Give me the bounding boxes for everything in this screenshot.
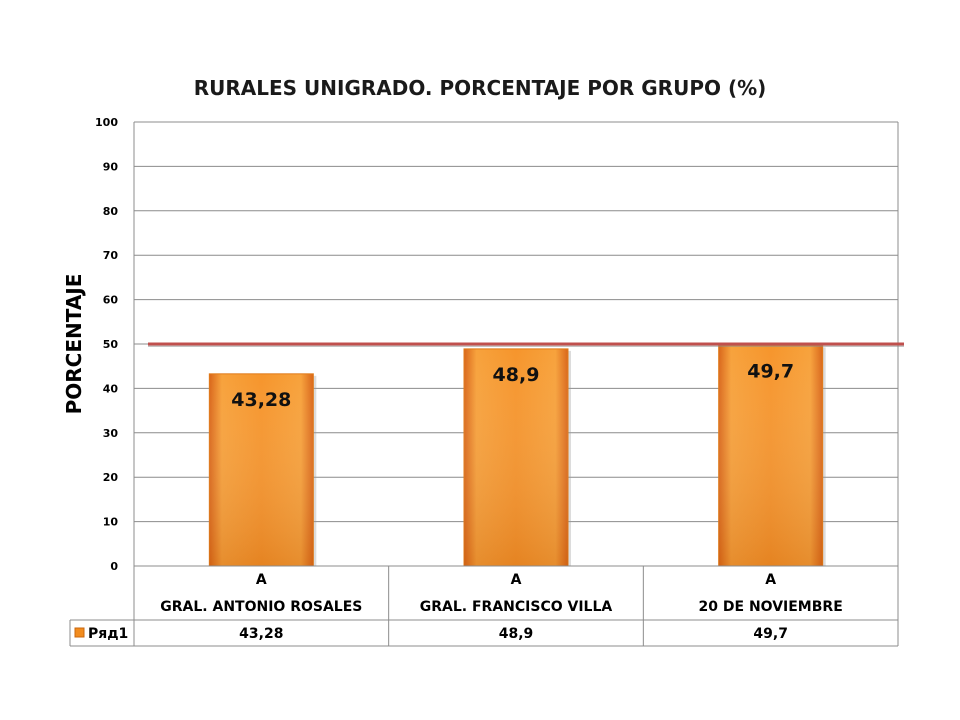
y-tick-label: 80	[103, 205, 119, 218]
y-tick-label: 70	[103, 249, 119, 262]
category-name-label: GRAL. FRANCISCO VILLA	[420, 599, 613, 615]
category-group-label: A	[511, 572, 522, 588]
y-tick-label: 50	[103, 338, 119, 351]
table-value-cell: 43,28	[239, 626, 283, 642]
y-tick-label: 0	[110, 560, 118, 573]
table-value-cell: 49,7	[753, 626, 788, 642]
y-tick-label: 90	[103, 160, 119, 173]
table-value-cell: 48,9	[499, 626, 534, 642]
chart-title: RURALES UNIGRADO. PORCENTAJE POR GRUPO (…	[193, 76, 767, 100]
legend-series-name: Ряд1	[88, 626, 128, 642]
data-label: 49,7	[747, 360, 794, 382]
bar-shade	[464, 348, 568, 566]
bar-shade	[209, 373, 314, 566]
category-name-label: 20 DE NOVIEMBRE	[699, 599, 843, 615]
y-tick-label: 60	[103, 294, 119, 307]
category-name-label: GRAL. ANTONIO ROSALES	[160, 599, 362, 615]
y-tick-label: 20	[103, 471, 119, 484]
legend-swatch	[74, 627, 85, 638]
y-tick-label: 10	[103, 516, 119, 529]
y-tick-label: 100	[95, 116, 118, 129]
data-label: 43,28	[231, 389, 291, 411]
category-group-label: A	[765, 572, 776, 588]
bar-shade	[718, 345, 823, 566]
y-tick-label: 30	[103, 427, 119, 440]
y-tick-label: 40	[103, 382, 119, 395]
data-label: 48,9	[493, 364, 540, 386]
category-group-label: A	[256, 572, 267, 588]
